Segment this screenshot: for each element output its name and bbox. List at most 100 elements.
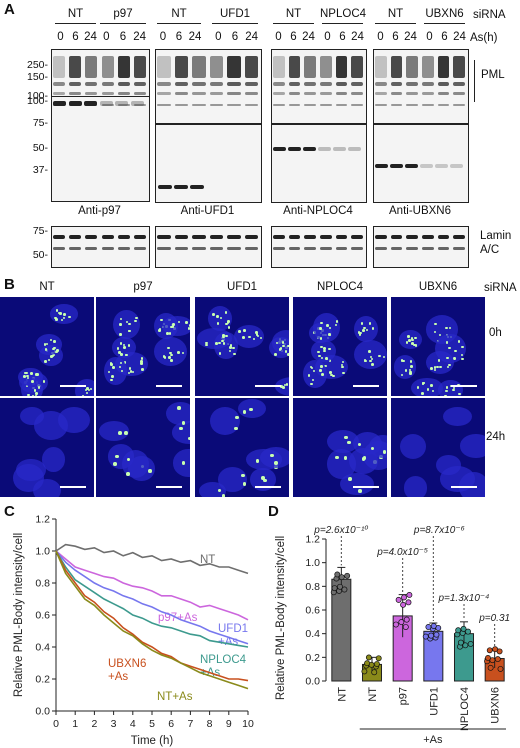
pml-body-dot — [119, 317, 123, 321]
pml-body-dot — [35, 392, 38, 395]
pml-body-dot — [241, 473, 245, 478]
pml-body-dot — [342, 371, 345, 375]
data-point — [403, 616, 410, 623]
data-point — [487, 664, 494, 671]
micro-column-header: NT — [39, 281, 55, 293]
blot-band — [209, 247, 223, 250]
nucleus — [442, 406, 472, 426]
scale-bar — [156, 385, 182, 387]
pml-body-dot — [319, 337, 323, 340]
anti-nploc4-blot — [271, 124, 367, 203]
pml-body-dot — [128, 322, 131, 326]
lane-number: 6 — [231, 31, 239, 43]
pml-body-dot — [87, 388, 91, 391]
data-point — [334, 571, 341, 578]
antibody-label: Anti-UFD1 — [180, 205, 235, 217]
pml-body-dot — [179, 426, 183, 431]
pml-body-dot — [140, 362, 143, 365]
pml-blot-3 — [271, 49, 367, 124]
pml-body-dot — [57, 311, 61, 315]
pml-body-dot — [118, 365, 122, 369]
pml-body-dot — [335, 320, 339, 323]
lane-group-name: p97 — [113, 8, 133, 20]
blot-band — [453, 92, 465, 95]
nucleus — [403, 476, 428, 497]
x-tick-label: 3 — [111, 718, 117, 730]
x-tick-label: 0 — [53, 718, 59, 730]
nucleus — [42, 447, 66, 472]
pml-body-dot — [163, 356, 167, 359]
pml-body-dot — [119, 361, 123, 365]
y-tick-label: 0.4 — [35, 642, 50, 654]
micrograph — [391, 398, 485, 497]
blot-band — [335, 247, 348, 250]
lane-number: 24 — [351, 31, 364, 43]
pml-body-dot — [42, 380, 46, 383]
mw-marker: 75- — [32, 225, 48, 237]
series-label-line: UFD1 — [218, 623, 248, 635]
blot-band — [420, 164, 433, 168]
data-point — [406, 592, 413, 598]
data-point — [430, 623, 437, 629]
data-point — [425, 624, 432, 630]
pml-body-dot — [119, 333, 122, 336]
pml-body-dot — [225, 322, 228, 326]
lane-number: 24 — [453, 31, 466, 43]
blot-band — [288, 247, 301, 250]
pml-body-dot — [279, 347, 283, 350]
x-tick-label: 6 — [168, 718, 174, 730]
pml-body-dot — [454, 349, 457, 353]
series-label: NT — [200, 554, 215, 566]
nucleus — [312, 312, 341, 343]
pml-body-dot — [168, 356, 171, 359]
blot-band — [53, 82, 66, 86]
pml-body-dot — [444, 394, 447, 396]
y-tick-label: 1.2 — [305, 534, 320, 546]
pml-body-dot — [140, 360, 143, 363]
pml-body-dot — [124, 431, 128, 435]
pml-body-dot — [436, 365, 439, 369]
pml-body-dot — [321, 373, 324, 376]
data-point — [393, 621, 399, 628]
pml-body-dot — [185, 321, 188, 324]
blot-band — [133, 56, 146, 78]
pml-body-dot — [445, 386, 449, 389]
pml-body-dot — [281, 341, 285, 344]
category-label: NT — [336, 687, 348, 702]
pml-body-dot — [284, 350, 288, 353]
blot-band — [351, 235, 363, 239]
blot-band — [422, 235, 434, 239]
blot-band — [244, 104, 258, 106]
data-point — [402, 624, 409, 630]
nucleus — [399, 434, 426, 459]
pml-body-dot — [23, 375, 26, 378]
pml-body-dot — [255, 333, 259, 336]
pml-body-dot — [227, 320, 230, 323]
pml-body-dot — [371, 363, 374, 366]
blot-band — [117, 104, 130, 106]
pml-body-dot — [238, 330, 241, 333]
pml-body-dot — [243, 329, 246, 332]
micro-column-header: p97 — [133, 281, 153, 293]
pml-label: PML — [481, 69, 505, 81]
lane-group-name: NPLOC4 — [320, 8, 367, 20]
lane-number: 0 — [324, 31, 331, 43]
data-point — [462, 642, 469, 649]
blot-band — [69, 235, 82, 239]
blot-band — [288, 82, 301, 86]
blot-band — [174, 185, 188, 189]
blot-band — [101, 56, 114, 78]
blot-band — [333, 147, 346, 151]
blot-band — [227, 92, 241, 95]
data-point — [422, 633, 429, 640]
pml-body-dot — [127, 329, 131, 333]
mw-marker: 75- — [32, 117, 48, 129]
lane-number: 6 — [339, 31, 346, 43]
pml-body-dot — [309, 365, 313, 369]
blot-band — [209, 235, 223, 239]
pml-body-dot — [320, 345, 323, 349]
blot-band — [406, 92, 418, 95]
pml-body-dot — [166, 332, 169, 335]
blot-band — [390, 92, 403, 95]
blot-band — [209, 104, 223, 106]
